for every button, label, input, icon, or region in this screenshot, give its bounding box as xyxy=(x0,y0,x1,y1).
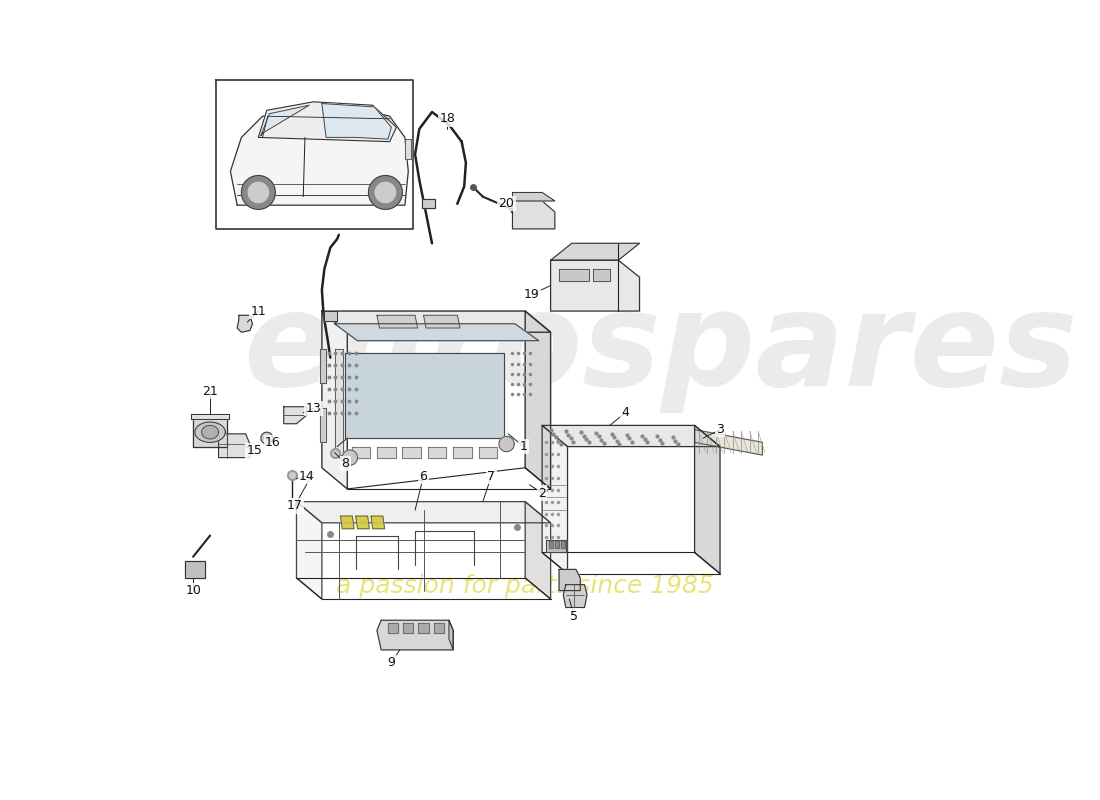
Polygon shape xyxy=(421,199,436,208)
Polygon shape xyxy=(513,201,554,229)
Text: 13: 13 xyxy=(306,402,321,415)
Polygon shape xyxy=(320,409,326,442)
Polygon shape xyxy=(449,620,453,650)
Polygon shape xyxy=(377,315,418,328)
Polygon shape xyxy=(320,349,326,383)
Polygon shape xyxy=(216,80,414,229)
Text: 16: 16 xyxy=(265,436,280,449)
Polygon shape xyxy=(201,426,219,439)
Text: 18: 18 xyxy=(439,112,455,126)
Polygon shape xyxy=(428,446,447,458)
Polygon shape xyxy=(371,516,385,529)
Text: 5: 5 xyxy=(570,610,579,622)
Polygon shape xyxy=(593,269,609,282)
Text: 17: 17 xyxy=(287,499,303,512)
Text: eurospares: eurospares xyxy=(243,286,1078,413)
Polygon shape xyxy=(238,315,252,332)
Polygon shape xyxy=(261,106,309,136)
Text: 10: 10 xyxy=(185,584,201,597)
Text: 3: 3 xyxy=(716,423,724,436)
Polygon shape xyxy=(264,435,270,441)
Text: 2: 2 xyxy=(538,486,546,500)
Polygon shape xyxy=(453,446,472,458)
Polygon shape xyxy=(418,622,429,633)
Polygon shape xyxy=(322,311,348,489)
Polygon shape xyxy=(551,260,639,311)
Polygon shape xyxy=(551,243,639,260)
Text: 1: 1 xyxy=(519,440,527,453)
Polygon shape xyxy=(322,311,551,332)
Text: 8: 8 xyxy=(342,457,350,470)
Polygon shape xyxy=(388,622,398,633)
Text: 15: 15 xyxy=(246,444,262,458)
Polygon shape xyxy=(368,175,403,210)
Polygon shape xyxy=(542,426,568,574)
Text: 6: 6 xyxy=(419,470,428,482)
Polygon shape xyxy=(334,349,343,455)
Polygon shape xyxy=(377,446,396,458)
Text: 20: 20 xyxy=(498,197,515,210)
Polygon shape xyxy=(563,585,587,607)
Polygon shape xyxy=(478,446,497,458)
Polygon shape xyxy=(559,570,580,590)
Polygon shape xyxy=(297,502,322,599)
Polygon shape xyxy=(344,354,504,438)
Polygon shape xyxy=(322,103,392,139)
Polygon shape xyxy=(284,406,307,424)
Polygon shape xyxy=(433,622,444,633)
Polygon shape xyxy=(424,315,460,328)
Polygon shape xyxy=(547,540,565,553)
Polygon shape xyxy=(323,311,337,322)
Polygon shape xyxy=(694,426,720,574)
Text: 11: 11 xyxy=(251,305,266,318)
Polygon shape xyxy=(405,139,410,158)
Polygon shape xyxy=(554,542,559,548)
Polygon shape xyxy=(377,620,453,650)
Text: a passion for parts since 1985: a passion for parts since 1985 xyxy=(337,574,714,598)
Polygon shape xyxy=(355,516,370,529)
Text: 21: 21 xyxy=(202,385,218,398)
Text: 14: 14 xyxy=(299,470,315,482)
Polygon shape xyxy=(694,430,762,455)
Polygon shape xyxy=(185,561,205,578)
Polygon shape xyxy=(258,102,396,142)
Polygon shape xyxy=(249,182,268,202)
Polygon shape xyxy=(341,516,354,529)
Text: 7: 7 xyxy=(487,470,495,482)
Text: 4: 4 xyxy=(621,406,629,419)
Polygon shape xyxy=(525,502,551,599)
Polygon shape xyxy=(334,324,539,341)
Polygon shape xyxy=(499,437,514,452)
Polygon shape xyxy=(194,417,227,446)
Polygon shape xyxy=(375,182,396,202)
Polygon shape xyxy=(549,542,553,548)
Polygon shape xyxy=(525,311,551,489)
Polygon shape xyxy=(352,446,371,458)
Text: 19: 19 xyxy=(524,288,540,301)
Polygon shape xyxy=(219,434,250,458)
Polygon shape xyxy=(403,446,421,458)
Text: 9: 9 xyxy=(387,656,395,669)
Polygon shape xyxy=(242,175,275,210)
Polygon shape xyxy=(191,414,229,418)
Polygon shape xyxy=(561,542,565,548)
Polygon shape xyxy=(542,426,720,446)
Polygon shape xyxy=(404,622,414,633)
Polygon shape xyxy=(513,193,554,201)
Polygon shape xyxy=(195,422,226,442)
Polygon shape xyxy=(230,108,408,205)
Polygon shape xyxy=(297,502,551,523)
Polygon shape xyxy=(342,450,358,466)
Polygon shape xyxy=(261,432,273,444)
Polygon shape xyxy=(559,269,588,282)
